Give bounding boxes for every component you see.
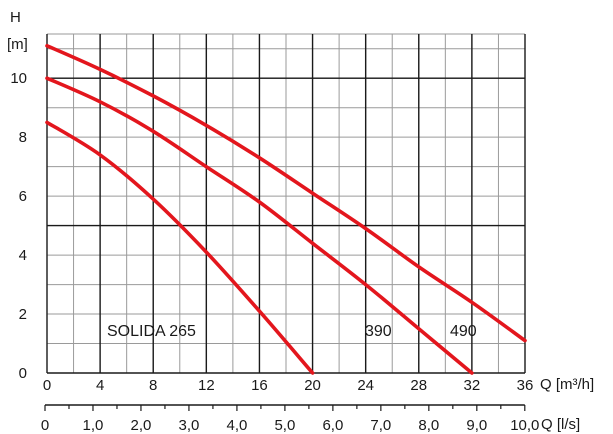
x-tick-label: 8: [149, 377, 157, 394]
secondary-x-axis: 0 1,0 2,0 3,0 4,0 5,0 6,0 7,0 8,0 9,0 10,0: [41, 404, 539, 434]
x-tick-label: 24: [357, 377, 374, 394]
x2-tick-label: 3,0: [179, 417, 200, 434]
x2-tick-label: 6,0: [322, 417, 343, 434]
y-tick-label: 4: [19, 247, 27, 264]
curves: [45, 44, 527, 375]
y-axis-unit: [m]: [7, 36, 28, 53]
x2-tick-label: 4,0: [226, 417, 247, 434]
y-tick-labels: 0 2 4 6 8 10: [10, 70, 27, 382]
x-axis-label: Q [m³/h]: [540, 376, 594, 393]
x-tick-label: 32: [464, 377, 481, 394]
x-tick-label: 0: [43, 377, 51, 394]
y-tick-label: 0: [19, 365, 27, 382]
x-tick-labels: 0 4 8 12 16 20 24 28 32 36: [43, 377, 534, 394]
x2-axis-label: Q [l/s]: [541, 416, 580, 433]
series-label-490: 490: [450, 323, 477, 340]
x2-tick-label: 9,0: [466, 417, 487, 434]
y-tick-label: 2: [19, 306, 27, 323]
x-tick-label: 36: [517, 377, 534, 394]
y-tick-label: 8: [19, 129, 27, 146]
x2-tick-label: 5,0: [274, 417, 295, 434]
x2-tick-label: 10,0: [510, 417, 539, 434]
x2-tick-label: 0: [41, 417, 49, 434]
x-tick-label: 16: [251, 377, 268, 394]
x-tick-label: 4: [96, 377, 104, 394]
x2-tick-label: 2,0: [131, 417, 152, 434]
curve-solida-265: [45, 120, 315, 375]
curve-490: [45, 44, 527, 343]
series-label-390: 390: [365, 323, 392, 340]
x2-tick-label: 1,0: [83, 417, 104, 434]
y-tick-label: 10: [10, 70, 27, 87]
series-label-solida-265: SOLIDA 265: [107, 323, 196, 340]
x-tick-label: 12: [198, 377, 215, 394]
x2-tick-label: 7,0: [370, 417, 391, 434]
y-tick-label: 6: [19, 188, 27, 205]
curve-390: [45, 76, 474, 375]
y-axis-label: H: [10, 9, 21, 26]
x2-tick-label: 8,0: [418, 417, 439, 434]
x-tick-label: 28: [410, 377, 427, 394]
x-tick-label: 20: [304, 377, 321, 394]
